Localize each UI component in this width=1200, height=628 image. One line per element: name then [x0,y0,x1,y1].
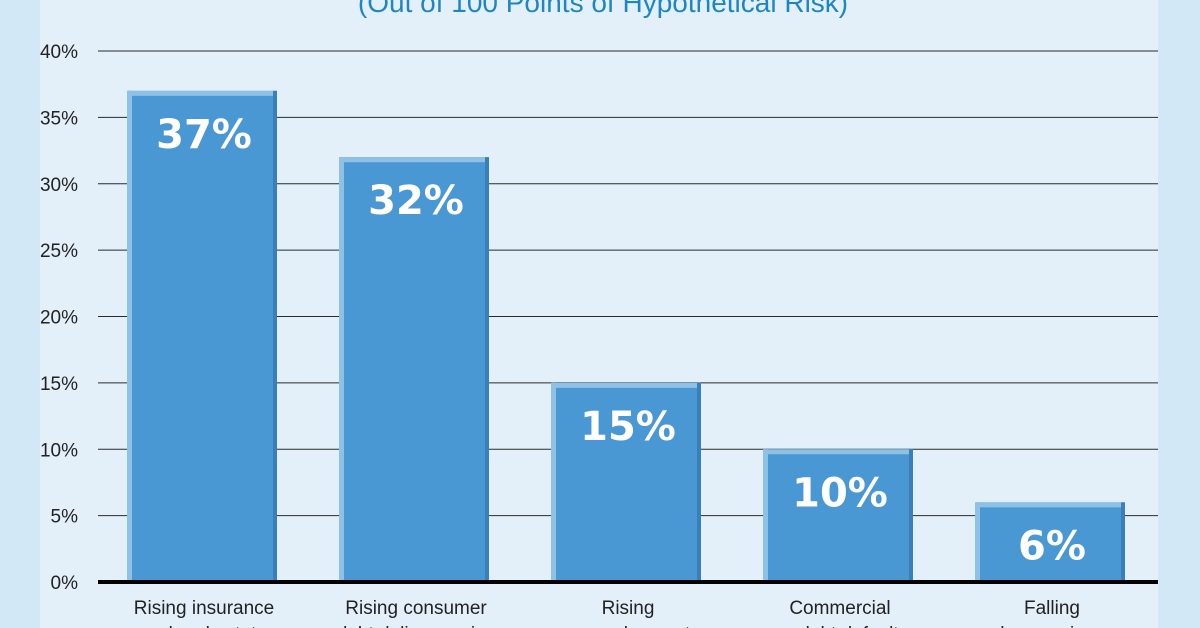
y-tick-label: 30% [40,175,78,196]
x-axis-categories: Rising insurance and real estate Rising co… [134,598,1104,628]
x-category-label: home prices [1000,624,1104,628]
x-category-label: debt delinquencies [337,624,495,628]
bar-right-shadow [697,382,701,582]
bar-body [339,157,489,582]
y-tick-label: 35% [40,108,78,129]
y-axis-ticks: 0% 5% 10% 15% 20% 25% 30% 35% 40% [40,42,78,594]
x-category-label: Falling [1024,598,1080,619]
bar-left-highlight [763,449,768,582]
bar [127,90,277,582]
bar-body [127,90,277,582]
bar-right-shadow [485,157,489,582]
x-category-label: Commercial [789,598,890,619]
y-tick-label: 0% [51,573,79,594]
x-category-label: unemployment [566,624,691,628]
bar-body [763,449,913,582]
bar-top-highlight [551,382,701,388]
y-tick-label: 40% [40,42,78,63]
bar-right-shadow [1121,502,1125,582]
bar-body [551,382,701,582]
bar-right-shadow [273,90,277,582]
bar-value-label: 32% [368,178,464,224]
bar [339,157,489,582]
y-tick-label: 20% [40,308,78,329]
bar-value-label: 37% [156,112,252,158]
x-category-label: Rising consumer [345,598,487,619]
x-category-label: re. debt defaults [772,624,908,628]
bar-left-highlight [975,502,980,582]
bar [975,502,1125,582]
bar-value-label: 6% [1018,523,1086,569]
bar-right-shadow [909,449,913,582]
bar [763,449,913,582]
bar-left-highlight [339,157,344,582]
bar [551,382,701,582]
value-labels: 37% 32% 15% 10% 6% [156,112,1086,570]
bars [127,90,1125,582]
bar-left-highlight [127,90,132,582]
y-tick-label: 15% [40,374,78,395]
x-category-label: and real estate [141,624,267,628]
bar-value-label: 15% [580,404,676,450]
y-tick-label: 25% [40,241,78,262]
bar-top-highlight [127,90,277,96]
chart-subtitle: (Out of 100 Points of Hypothetical Risk) [358,0,848,18]
x-category-label: Rising insurance [134,598,274,619]
y-tick-label: 5% [51,507,79,528]
bar-value-label: 10% [792,470,888,516]
bar-left-highlight [551,382,556,582]
x-category-label: Rising [602,598,655,619]
y-tick-label: 10% [40,440,78,461]
bar-top-highlight [339,157,489,163]
bar-body [975,502,1125,582]
bar-top-highlight [763,449,913,455]
bar-top-highlight [975,502,1125,508]
